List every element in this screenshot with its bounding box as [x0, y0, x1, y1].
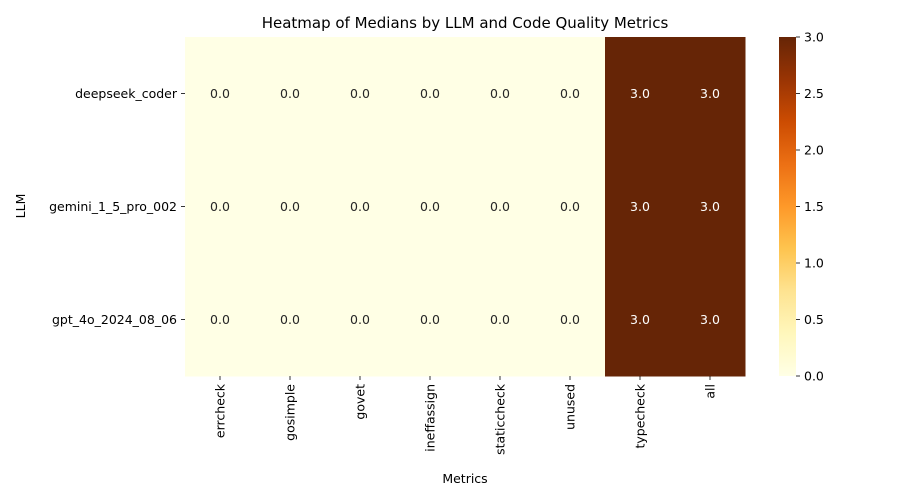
- colorbar: [779, 37, 796, 376]
- x-tick-label: typecheck: [633, 383, 648, 448]
- cell-value-label: 3.0: [700, 312, 720, 327]
- cell-value-label: 0.0: [210, 199, 230, 214]
- cell-value-label: 3.0: [700, 86, 720, 101]
- cell-value-label: 0.0: [490, 312, 510, 327]
- heatmap-cell: [255, 37, 326, 151]
- colorbar-tick-label: 3.0: [804, 30, 824, 45]
- cell-value-label: 3.0: [630, 199, 650, 214]
- heatmap-cell: [395, 150, 466, 264]
- y-axis-ticks: deepseek_coder gemini_1_5_pro_002 gpt_4o_2…: [49, 86, 185, 327]
- x-tick-label: govet: [353, 384, 368, 420]
- heatmap-cell: [535, 37, 606, 151]
- cell-value-label: 0.0: [280, 86, 300, 101]
- cell-value-label: 0.0: [490, 86, 510, 101]
- colorbar-tick-label: 1.5: [804, 199, 824, 214]
- heatmap-cell: [395, 37, 466, 151]
- cell-value-label: 0.0: [350, 86, 370, 101]
- cell-value-label: 0.0: [490, 199, 510, 214]
- x-tick-label: all: [703, 384, 718, 399]
- x-tick-label: unused: [563, 384, 578, 430]
- heatmap-cell: [395, 263, 466, 377]
- colorbar-tick-label: 1.0: [804, 256, 824, 271]
- cell-value-label: 0.0: [560, 312, 580, 327]
- heatmap-cell: [185, 263, 256, 377]
- cell-value-label: 0.0: [350, 312, 370, 327]
- heatmap-cell: [325, 263, 396, 377]
- heatmap-cell: [185, 37, 256, 151]
- x-axis-ticks: errcheck gosimple govet ineffassign staticch…: [213, 376, 718, 455]
- heatmap-cell: [535, 263, 606, 377]
- cell-value-label: 0.0: [420, 312, 440, 327]
- cell-value-label: 3.0: [630, 312, 650, 327]
- colorbar-tick-label: 0.0: [804, 369, 824, 384]
- heatmap-cells: 0.0 0.0 0.0 0.0 0.0 0.0 3.0 3.0 0.0 0.0 0.0 0.0 0.0 0…: [185, 37, 746, 377]
- cell-value-label: 3.0: [630, 86, 650, 101]
- x-tick-label: errcheck: [213, 383, 228, 438]
- cell-value-label: 0.0: [560, 86, 580, 101]
- cell-value-label: 3.0: [700, 199, 720, 214]
- heatmap-cell: [255, 263, 326, 377]
- y-tick-label: deepseek_coder: [75, 86, 178, 101]
- heatmap-cell: [465, 37, 536, 151]
- heatmap-cell: [325, 37, 396, 151]
- colorbar-tick-label: 2.5: [804, 86, 824, 101]
- heatmap-cell: [465, 263, 536, 377]
- x-axis-label: Metrics: [442, 471, 487, 486]
- cell-value-label: 0.0: [420, 86, 440, 101]
- heatmap-cell: [605, 37, 676, 151]
- chart-title: Heatmap of Medians by LLM and Code Quali…: [262, 14, 669, 32]
- cell-value-label: 0.0: [210, 312, 230, 327]
- heatmap-cell: [675, 37, 746, 151]
- cell-value-label: 0.0: [350, 199, 370, 214]
- cell-value-label: 0.0: [280, 312, 300, 327]
- heatmap-cell: [185, 150, 256, 264]
- heatmap-cell: [465, 150, 536, 264]
- x-tick-label: staticcheck: [493, 383, 508, 455]
- heatmap-cell: [675, 150, 746, 264]
- colorbar-tick-label: 0.5: [804, 312, 824, 327]
- colorbar-ticks: 0.0 0.5 1.0 1.5 2.0 2.5 3.0: [796, 30, 824, 384]
- cell-value-label: 0.0: [560, 199, 580, 214]
- heatmap-cell: [605, 263, 676, 377]
- heatmap-cell: [605, 150, 676, 264]
- cell-value-label: 0.0: [420, 199, 440, 214]
- colorbar-tick-label: 2.0: [804, 143, 824, 158]
- y-axis-label: LLM: [13, 194, 28, 219]
- cell-value-label: 0.0: [280, 199, 300, 214]
- heatmap-cell: [535, 150, 606, 264]
- y-tick-label: gpt_4o_2024_08_06: [52, 312, 177, 327]
- heatmap-cell: [255, 150, 326, 264]
- x-tick-label: gosimple: [283, 384, 298, 441]
- y-tick-label: gemini_1_5_pro_002: [49, 199, 177, 214]
- cell-value-label: 0.0: [210, 86, 230, 101]
- heatmap-cell: [675, 263, 746, 377]
- heatmap-cell: [325, 150, 396, 264]
- x-tick-label: ineffassign: [423, 384, 438, 452]
